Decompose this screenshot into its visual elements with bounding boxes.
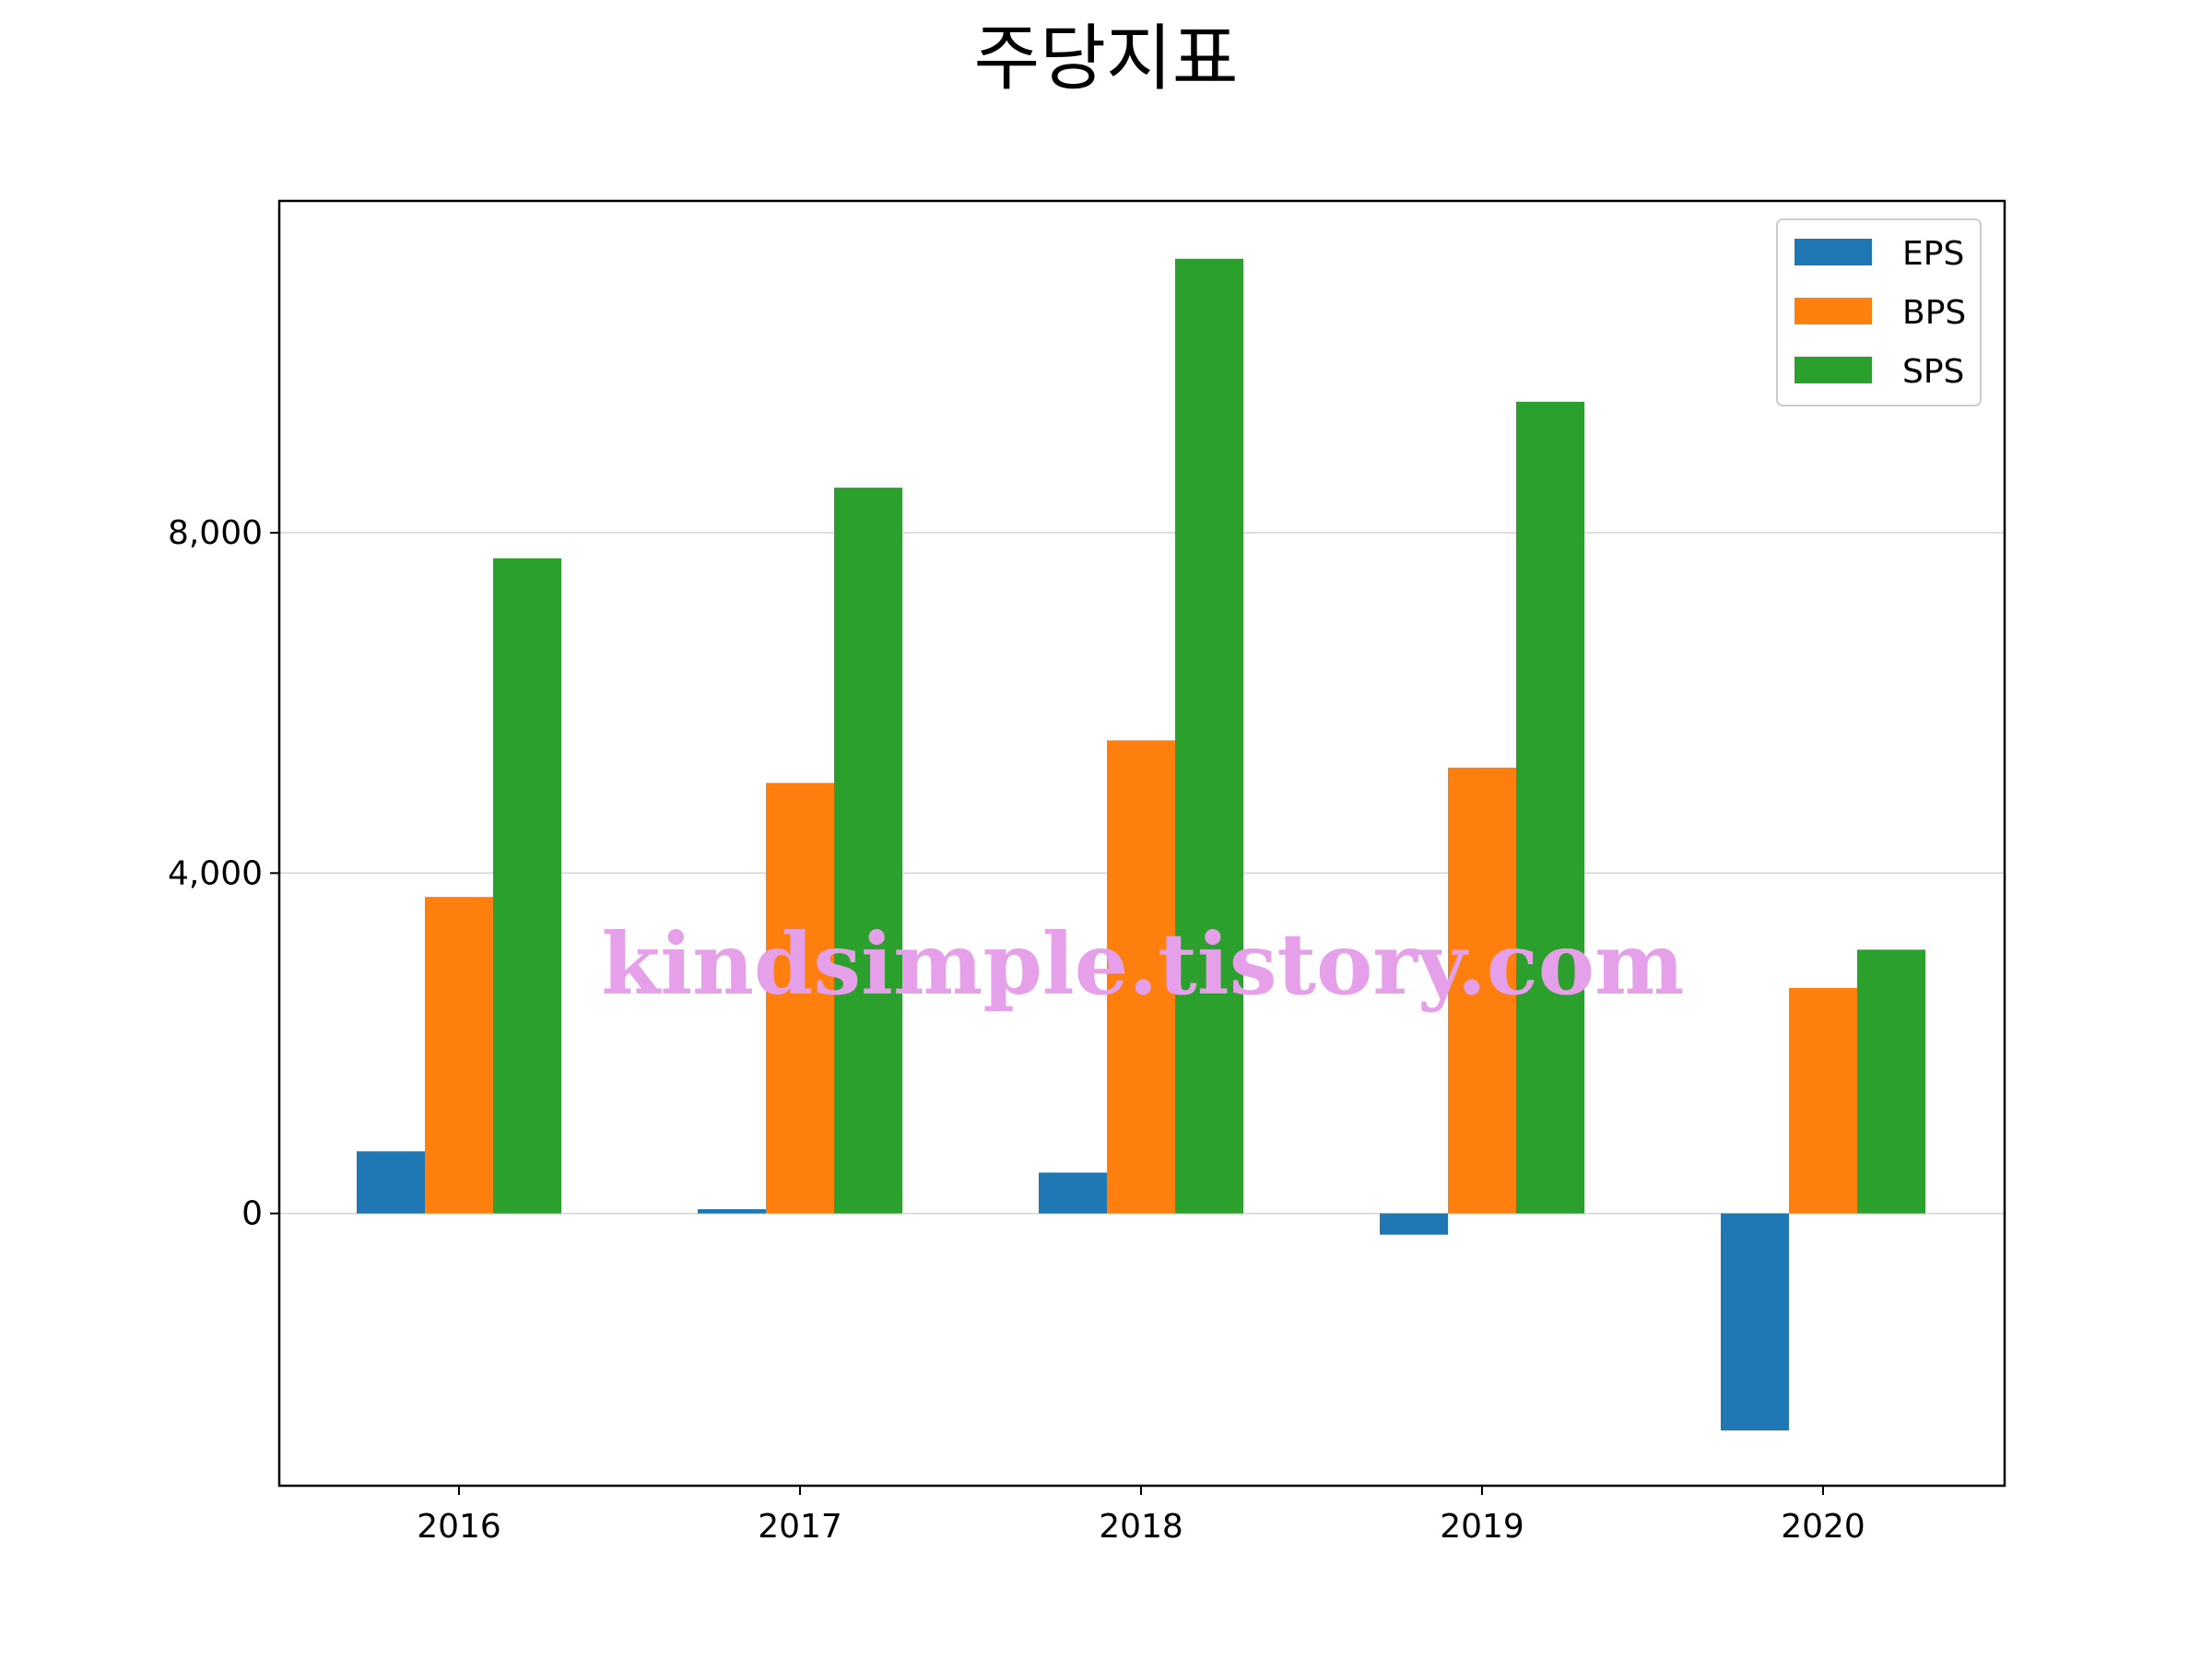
bar-sps-2016 — [493, 558, 561, 1214]
x-tick-label: 2016 — [417, 1508, 501, 1546]
bar-sps-2020 — [1857, 949, 1925, 1214]
bar-bps-2020 — [1789, 987, 1857, 1214]
bar-bps-2019 — [1448, 767, 1516, 1214]
legend: EPS BPS SPS — [1776, 218, 1982, 406]
x-tick-label: 2018 — [1099, 1508, 1183, 1546]
legend-swatch-bps — [1794, 298, 1872, 324]
watermark-text: kindsimple.tistory.com — [601, 914, 1684, 1014]
y-tick-label: 8,000 — [168, 514, 263, 552]
bar-eps-2019 — [1380, 1213, 1448, 1235]
axes: 0 4,000 8,000 2016 2017 2018 2019 2020 — [168, 514, 1865, 1546]
bar-bps-2016 — [425, 897, 493, 1214]
bar-bps-2018 — [1107, 740, 1175, 1214]
legend-label-sps: SPS — [1902, 353, 1964, 391]
bar-eps-2017 — [698, 1208, 766, 1214]
legend-swatch-eps — [1794, 239, 1872, 265]
x-tick-label: 2020 — [1781, 1508, 1865, 1546]
y-tick-label: 4,000 — [168, 854, 263, 892]
bar-eps-2020 — [1721, 1213, 1789, 1430]
legend-label-bps: BPS — [1902, 294, 1966, 332]
x-tick-label: 2017 — [758, 1508, 842, 1546]
legend-swatch-sps — [1794, 357, 1872, 383]
legend-label-eps: EPS — [1902, 235, 1964, 273]
bar-sps-2018 — [1175, 258, 1243, 1214]
bar-sps-2017 — [834, 488, 902, 1214]
bar-bps-2017 — [766, 782, 834, 1214]
bar-eps-2016 — [357, 1151, 425, 1214]
chart-title: 주당지표 — [973, 18, 1238, 100]
bar-sps-2019 — [1516, 401, 1584, 1214]
x-tick-label: 2019 — [1440, 1508, 1524, 1546]
bars — [357, 258, 1925, 1430]
y-tick-label: 0 — [241, 1195, 263, 1233]
bar-eps-2018 — [1039, 1172, 1107, 1214]
